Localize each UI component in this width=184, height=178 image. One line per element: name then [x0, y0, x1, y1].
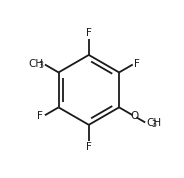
- Text: 3: 3: [39, 61, 44, 70]
- Text: O: O: [130, 111, 138, 121]
- Text: F: F: [134, 59, 140, 69]
- Text: F: F: [37, 111, 43, 121]
- Text: F: F: [86, 142, 92, 152]
- Text: CH: CH: [147, 118, 162, 128]
- Text: 3: 3: [151, 120, 156, 129]
- Text: CH: CH: [28, 59, 44, 69]
- Text: F: F: [86, 28, 92, 38]
